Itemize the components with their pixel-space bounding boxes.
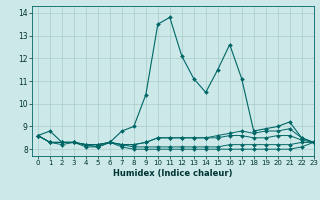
X-axis label: Humidex (Indice chaleur): Humidex (Indice chaleur) (113, 169, 233, 178)
